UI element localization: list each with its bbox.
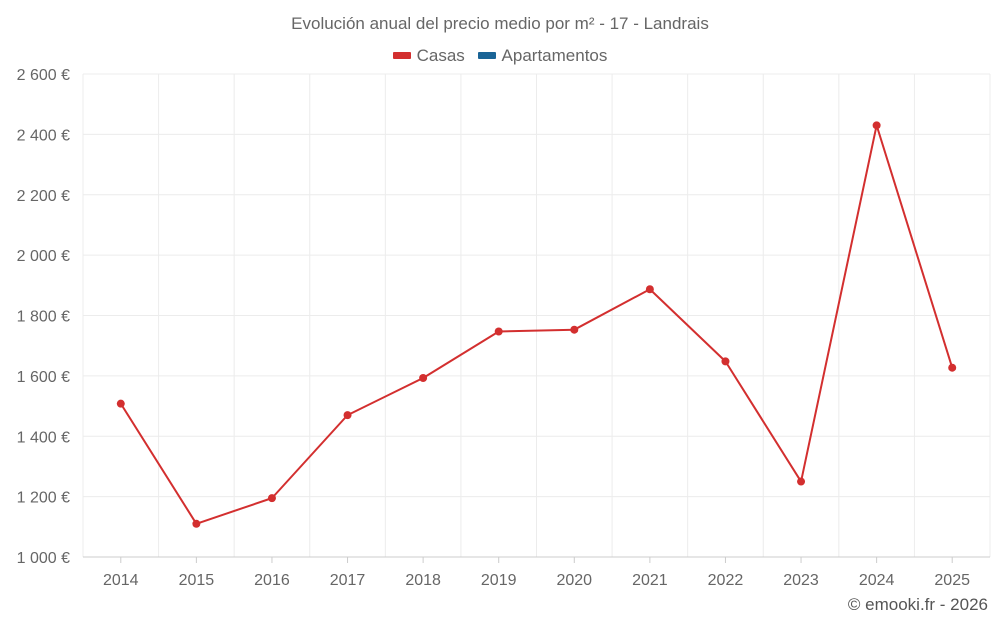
x-tick-label: 2015	[179, 572, 215, 589]
axes	[83, 556, 990, 563]
data-point[interactable]	[645, 285, 654, 294]
x-tick-label: 2023	[783, 572, 819, 589]
legend-label-apartamentos: Apartamentos	[501, 45, 608, 65]
x-tick-label: 2014	[103, 572, 139, 589]
y-tick-label: 1 800 €	[17, 309, 70, 326]
y-tick-label: 2 600 €	[17, 67, 70, 84]
x-tick-label: 2022	[708, 572, 744, 589]
x-tick-label: 2024	[859, 572, 895, 589]
chart-title: Evolución anual del precio medio por m² …	[291, 14, 709, 33]
data-point[interactable]	[192, 519, 201, 528]
x-tick-label: 2016	[254, 572, 290, 589]
legend-swatch-casas	[392, 52, 411, 59]
data-point[interactable]	[570, 325, 579, 334]
data-point[interactable]	[343, 411, 352, 420]
x-tick-label: 2025	[934, 572, 970, 589]
data-point[interactable]	[797, 477, 806, 486]
data-point[interactable]	[721, 357, 730, 366]
data-point[interactable]	[267, 494, 276, 503]
data-point[interactable]	[494, 327, 503, 336]
y-tick-label: 2 000 €	[17, 248, 70, 265]
data-point[interactable]	[419, 373, 428, 382]
y-tick-label: 1 000 €	[17, 550, 70, 567]
x-tick-labels: 2014 2015 2016 2017 2018 2019 2020 2021 2022 2023…	[103, 572, 970, 589]
y-tick-label: 1 600 €	[17, 369, 70, 386]
x-gridlines	[82, 74, 991, 557]
legend-item-casas[interactable]: Casas	[392, 45, 465, 66]
x-tick-label: 2020	[556, 572, 592, 589]
y-tick-label: 2 200 €	[17, 188, 70, 205]
legend-swatch-apartamentos	[477, 52, 496, 59]
x-tick-label: 2018	[405, 572, 441, 589]
y-tick-label: 2 400 €	[17, 127, 70, 144]
legend: Casas Apartamentos	[0, 44, 1000, 66]
y-tick-label: 1 200 €	[17, 490, 70, 507]
y-tick-labels: 1 000 € 1 200 € 1 400 € 1 600 € 1 800 € 2 000…	[17, 67, 70, 567]
x-tick-label: 2019	[481, 572, 517, 589]
x-tick-label: 2021	[632, 572, 668, 589]
series-line-casas	[119, 124, 954, 525]
data-point[interactable]	[948, 363, 957, 372]
legend-label-casas: Casas	[416, 45, 465, 65]
series-group	[116, 121, 957, 528]
copyright-text: © emooki.fr - 2026	[847, 595, 988, 614]
data-point[interactable]	[872, 121, 881, 130]
legend-item-apartamentos[interactable]: Apartamentos	[477, 45, 608, 66]
y-tick-label: 1 400 €	[17, 429, 70, 446]
x-tick-label: 2017	[330, 572, 366, 589]
data-point[interactable]	[116, 399, 125, 408]
